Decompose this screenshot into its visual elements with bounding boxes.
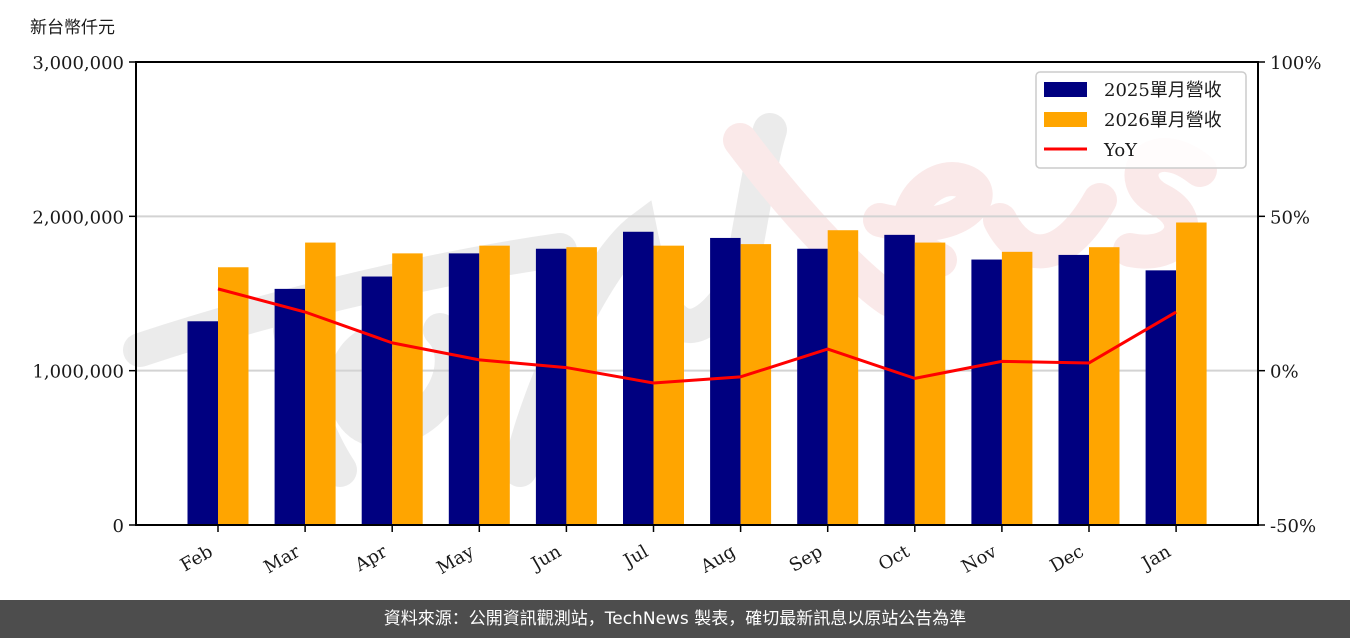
bar-dec-2025 [1058,254,1089,525]
bar-jun-2025 [535,248,567,525]
legend-box [1035,71,1247,169]
bar-jun-2026 [566,247,597,525]
yoy-line [217,287,1177,385]
yoy-line-series [217,287,1177,385]
y2-tick-label: 100% [1270,53,1321,74]
y-tick-label: 0 [113,516,124,537]
bar-sep-2026 [827,230,859,525]
legend-label: 2026單月營收 [1104,110,1222,131]
bar-apr-2026 [392,253,423,525]
y-axis-unit-label: 新台幣仟元 [30,18,115,38]
y-tick-label: 1,000,000 [32,362,124,383]
y-tick-label: 2,000,000 [32,207,124,228]
x-tick-label: Oct [875,541,914,576]
bar-mar-2026 [305,242,336,525]
x-tick-label: Feb [177,541,217,576]
legend-label: YoY [1103,140,1138,161]
x-tick-label: Jan [1137,541,1175,575]
bar-feb-2026 [218,267,249,525]
legend-swatch [1044,82,1087,97]
legend-label: 2025單月營收 [1104,80,1222,101]
bar-sep-2025 [797,248,828,525]
y2-tick-label: 50% [1270,207,1310,228]
bar-series [187,222,1207,526]
bar-aug-2025 [710,237,741,525]
bar-feb-2025 [187,321,218,525]
x-tick-label: Aug [696,541,739,578]
bar-mar-2025 [274,288,306,525]
revenue-chart: 0 1,000,000 2,000,000 3,000,000 -50% 0% 50% 100… [30,18,1321,579]
bar-may-2026 [479,245,510,525]
bar-nov-2025 [971,259,1002,525]
bar-aug-2026 [740,244,772,525]
y2-tick-label: 0% [1270,362,1299,383]
bar-oct-2025 [884,234,915,525]
bar-oct-2026 [914,242,946,525]
x-tick-label: Jun [526,541,565,576]
x-tick-label: Jul [618,541,652,573]
bar-nov-2026 [1001,251,1033,525]
bar-dec-2026 [1089,247,1120,525]
legend-swatch [1044,112,1087,127]
x-tick-label: Nov [958,541,1001,578]
bar-jan-2025 [1145,270,1177,525]
bar-may-2025 [448,253,480,525]
x-tick-label: Sep [786,541,826,576]
plot-frame [135,61,1259,526]
y-tick-label: 3,000,000 [32,53,124,74]
x-tick-label: Dec [1047,541,1088,577]
bar-apr-2025 [361,276,393,525]
bar-jul-2026 [653,245,684,525]
x-tick-label: Mar [260,541,304,578]
source-footer: 資料來源：公開資訊觀測站，TechNews 製表，確切最新訊息以原站公告為準 [0,600,1350,638]
bar-jan-2026 [1176,222,1207,526]
legend: 2025單月營收 2026單月營收 YoY [1035,71,1247,169]
y2-tick-label: -50% [1270,516,1316,537]
x-tick-label: May [433,541,478,579]
x-tick-label: Apr [351,541,391,576]
